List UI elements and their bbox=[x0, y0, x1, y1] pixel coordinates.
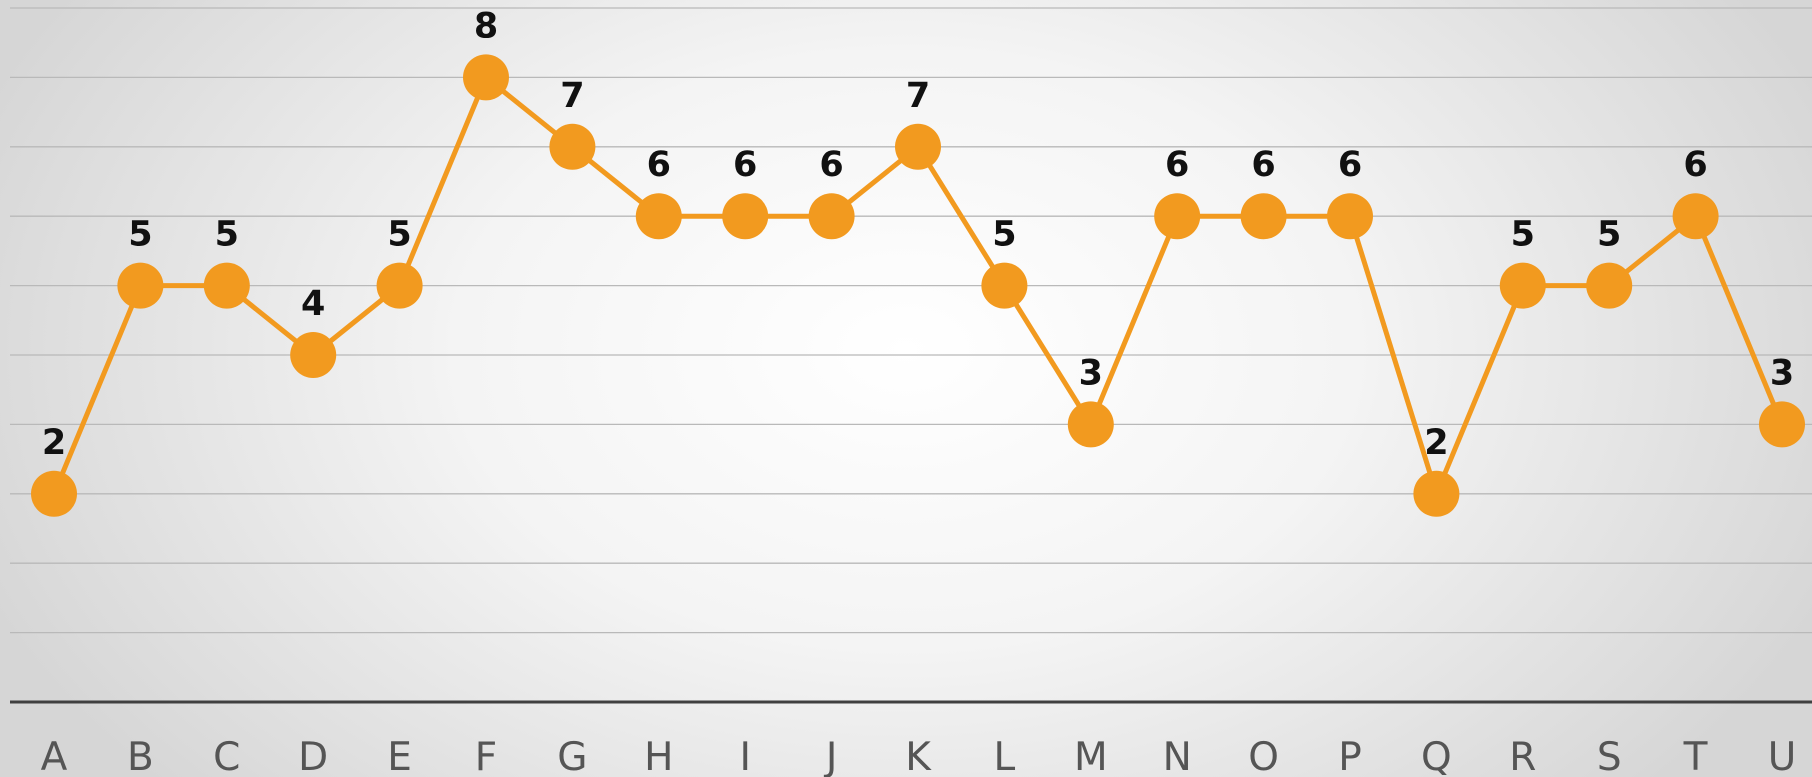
data-label-C: 5 bbox=[215, 215, 239, 255]
data-point-L bbox=[981, 262, 1028, 309]
x-tick-K: K bbox=[905, 735, 932, 777]
x-tick-T: T bbox=[1683, 735, 1708, 777]
gridlines bbox=[10, 7, 1812, 634]
data-point-P bbox=[1327, 193, 1373, 240]
x-tick-labels: A B C D E F G H I J K L M N O P Q R S T U bbox=[41, 735, 1797, 777]
x-tick-B: B bbox=[127, 735, 154, 777]
x-tick-P: P bbox=[1338, 735, 1362, 777]
data-label-F: 8 bbox=[474, 6, 498, 46]
data-point-Q bbox=[1413, 470, 1460, 517]
x-tick-U: U bbox=[1768, 735, 1797, 777]
data-label-B: 5 bbox=[128, 215, 152, 255]
data-label-U: 3 bbox=[1770, 353, 1794, 393]
data-point-U bbox=[1759, 401, 1805, 448]
data-point-D bbox=[290, 332, 337, 378]
data-point-N bbox=[1154, 193, 1201, 240]
x-tick-M: M bbox=[1074, 735, 1108, 777]
x-tick-E: E bbox=[387, 735, 412, 777]
data-point-I bbox=[722, 193, 769, 240]
x-tick-D: D bbox=[298, 735, 328, 777]
data-label-S: 5 bbox=[1597, 215, 1621, 255]
x-tick-N: N bbox=[1163, 735, 1192, 777]
data-point-C bbox=[203, 262, 250, 309]
data-label-K: 7 bbox=[906, 76, 930, 116]
x-tick-S: S bbox=[1597, 735, 1622, 777]
x-tick-J: J bbox=[823, 735, 838, 777]
data-label-A: 2 bbox=[42, 423, 66, 463]
x-tick-I: I bbox=[739, 735, 751, 777]
data-markers bbox=[31, 54, 1805, 517]
x-tick-F: F bbox=[475, 735, 497, 777]
data-point-S bbox=[1586, 262, 1633, 309]
data-point-H bbox=[635, 193, 682, 240]
data-label-Q: 2 bbox=[1424, 423, 1448, 463]
data-label-E: 5 bbox=[387, 215, 411, 255]
data-label-R: 5 bbox=[1511, 215, 1535, 255]
data-point-K bbox=[895, 123, 941, 170]
x-tick-O: O bbox=[1248, 735, 1279, 777]
data-label-H: 6 bbox=[647, 145, 671, 185]
data-label-T: 6 bbox=[1683, 145, 1707, 185]
x-tick-C: C bbox=[213, 735, 240, 777]
data-label-J: 6 bbox=[819, 145, 843, 185]
data-point-J bbox=[808, 193, 855, 240]
x-tick-L: L bbox=[994, 735, 1016, 777]
x-tick-Q: Q bbox=[1421, 735, 1452, 777]
data-point-G bbox=[549, 123, 596, 170]
data-label-L: 5 bbox=[992, 215, 1016, 255]
data-label-M: 3 bbox=[1079, 353, 1103, 393]
data-point-O bbox=[1240, 193, 1287, 240]
data-label-O: 6 bbox=[1251, 145, 1275, 185]
data-point-M bbox=[1067, 401, 1114, 448]
x-tick-A: A bbox=[41, 735, 68, 777]
x-tick-H: H bbox=[644, 735, 673, 777]
data-point-R bbox=[1499, 262, 1546, 309]
x-tick-G: G bbox=[557, 735, 587, 777]
data-point-E bbox=[376, 262, 423, 309]
data-labels: 2 5 5 4 5 8 7 6 6 6 7 5 3 6 6 6 2 5 5 6 3 bbox=[42, 6, 1794, 462]
data-label-D: 4 bbox=[301, 284, 325, 324]
data-point-T bbox=[1672, 193, 1719, 240]
data-point-F bbox=[463, 54, 509, 101]
x-tick-R: R bbox=[1509, 735, 1536, 777]
data-point-B bbox=[117, 262, 164, 309]
data-label-G: 7 bbox=[560, 76, 584, 116]
data-label-I: 6 bbox=[733, 145, 757, 185]
data-label-N: 6 bbox=[1165, 145, 1189, 185]
data-point-A bbox=[31, 470, 77, 517]
data-label-P: 6 bbox=[1338, 145, 1362, 185]
